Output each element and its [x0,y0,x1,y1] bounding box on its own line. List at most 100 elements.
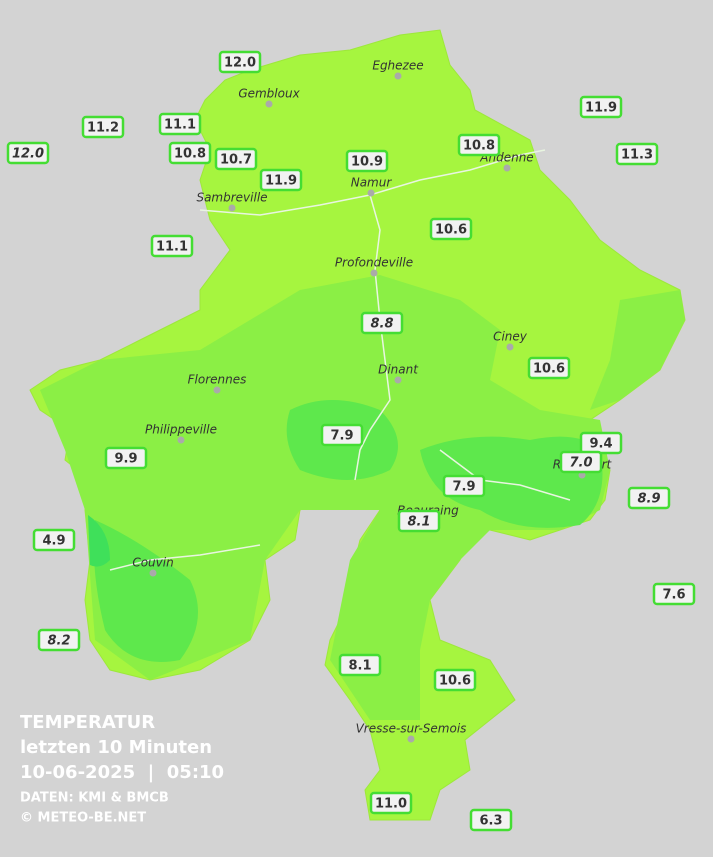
station: 7.9 [442,474,486,498]
city-label: Vresse-sur-Semois [356,722,467,736]
station-box [81,115,125,139]
station-value: 11.3 [621,148,653,163]
station-value: 11.0 [375,797,407,812]
source: DATEN: KMI & BMCB [20,791,169,806]
station: 7.0 [559,450,603,474]
station-value: 7.0 [569,456,592,471]
city-dot [367,189,375,197]
station: 8.8 [360,311,404,335]
city-dot [503,164,511,172]
river [109,149,571,571]
station: 10.6 [433,668,477,692]
station-value: 11.9 [265,174,297,189]
station-box [652,582,696,606]
station-value: 8.8 [370,317,393,332]
station-value: 6.3 [479,814,502,829]
city-label: Dinant [378,363,419,377]
station-value: 8.9 [637,492,660,507]
station: 11.9 [259,168,303,192]
station: 8.2 [37,628,81,652]
station-value: 12.0 [224,56,256,71]
station-value: 10.6 [533,362,565,377]
station-value: 8.1 [348,659,371,674]
station-box [559,450,603,474]
station: 8.1 [338,653,382,677]
station: 10.6 [527,356,571,380]
station-value: 4.9 [42,534,65,549]
station-box [457,133,501,157]
station-value: 11.2 [87,121,119,136]
city-dot [407,735,415,743]
city-dot [394,376,402,384]
station-box [320,423,364,447]
station-box [104,446,148,470]
station-value: 7.9 [452,480,475,495]
city-label: Ciney [493,330,528,344]
station-value: 12.0 [12,147,44,162]
city-label: Florennes [188,373,247,387]
station-box [615,142,659,166]
city-label: Eghezee [372,59,423,73]
station: 4.9 [32,528,76,552]
station-value: 10.8 [174,147,206,162]
zone-cold [88,515,110,567]
station-value: 8.2 [47,634,70,649]
station: 9.4 [579,431,623,455]
station-box [429,217,473,241]
station-box [37,628,81,652]
timestamp: 10-06-2025 | 05:10 [20,762,224,783]
station: 8.9 [627,486,671,510]
station: 11.9 [579,95,623,119]
station: 7.6 [652,582,696,606]
station-value: 9.4 [589,437,612,452]
city-dot [506,343,514,351]
city-dot [149,569,157,577]
station: 7.9 [320,423,364,447]
city-label: Profondeville [335,256,413,270]
station-box [360,311,404,335]
station-value: 10.8 [463,139,495,154]
city-label: Sambreville [196,191,267,205]
station-box [214,147,258,171]
station-value: 10.7 [220,153,252,168]
station-box [259,168,303,192]
station-box [345,149,389,173]
copyright: © METEO-BE.NET [20,811,146,826]
station-box [442,474,486,498]
city-label: Namur [351,176,393,190]
station: 11.1 [150,234,194,258]
station-box [579,95,623,119]
station-value: 7.6 [662,588,685,603]
zone-mild-east [590,290,685,410]
station-box [397,509,441,533]
city-label: Couvin [132,556,173,570]
city-dot [213,386,221,394]
station-value: 10.6 [439,674,471,689]
station-box [6,141,50,165]
station-layer: 12.0 11.2 11.1 12.0 10.8 10.7 11.9 10.9 10.8 11.9… [6,50,696,832]
station: 6.3 [469,808,513,832]
station: 11.3 [615,142,659,166]
station-box [627,486,671,510]
station: 10.6 [429,217,473,241]
city-dot [177,436,185,444]
station: 12.0 [218,50,262,74]
station: 12.0 [6,141,50,165]
city-label: Gembloux [238,87,300,101]
station-box [32,528,76,552]
station: 8.1 [397,509,441,533]
station: 10.7 [214,147,258,171]
subtitle: letzten 10 Minuten [20,737,212,758]
station: 10.9 [345,149,389,173]
station-value: 11.1 [164,118,196,133]
city-label: Philippeville [145,423,217,437]
station-box [527,356,571,380]
station-box [168,141,212,165]
zone-cool [93,400,603,662]
title: TEMPERATUR [20,712,155,733]
station: 11.0 [369,791,413,815]
station-value: 9.9 [114,452,137,467]
station-value: 10.6 [435,223,467,238]
station-box [218,50,262,74]
